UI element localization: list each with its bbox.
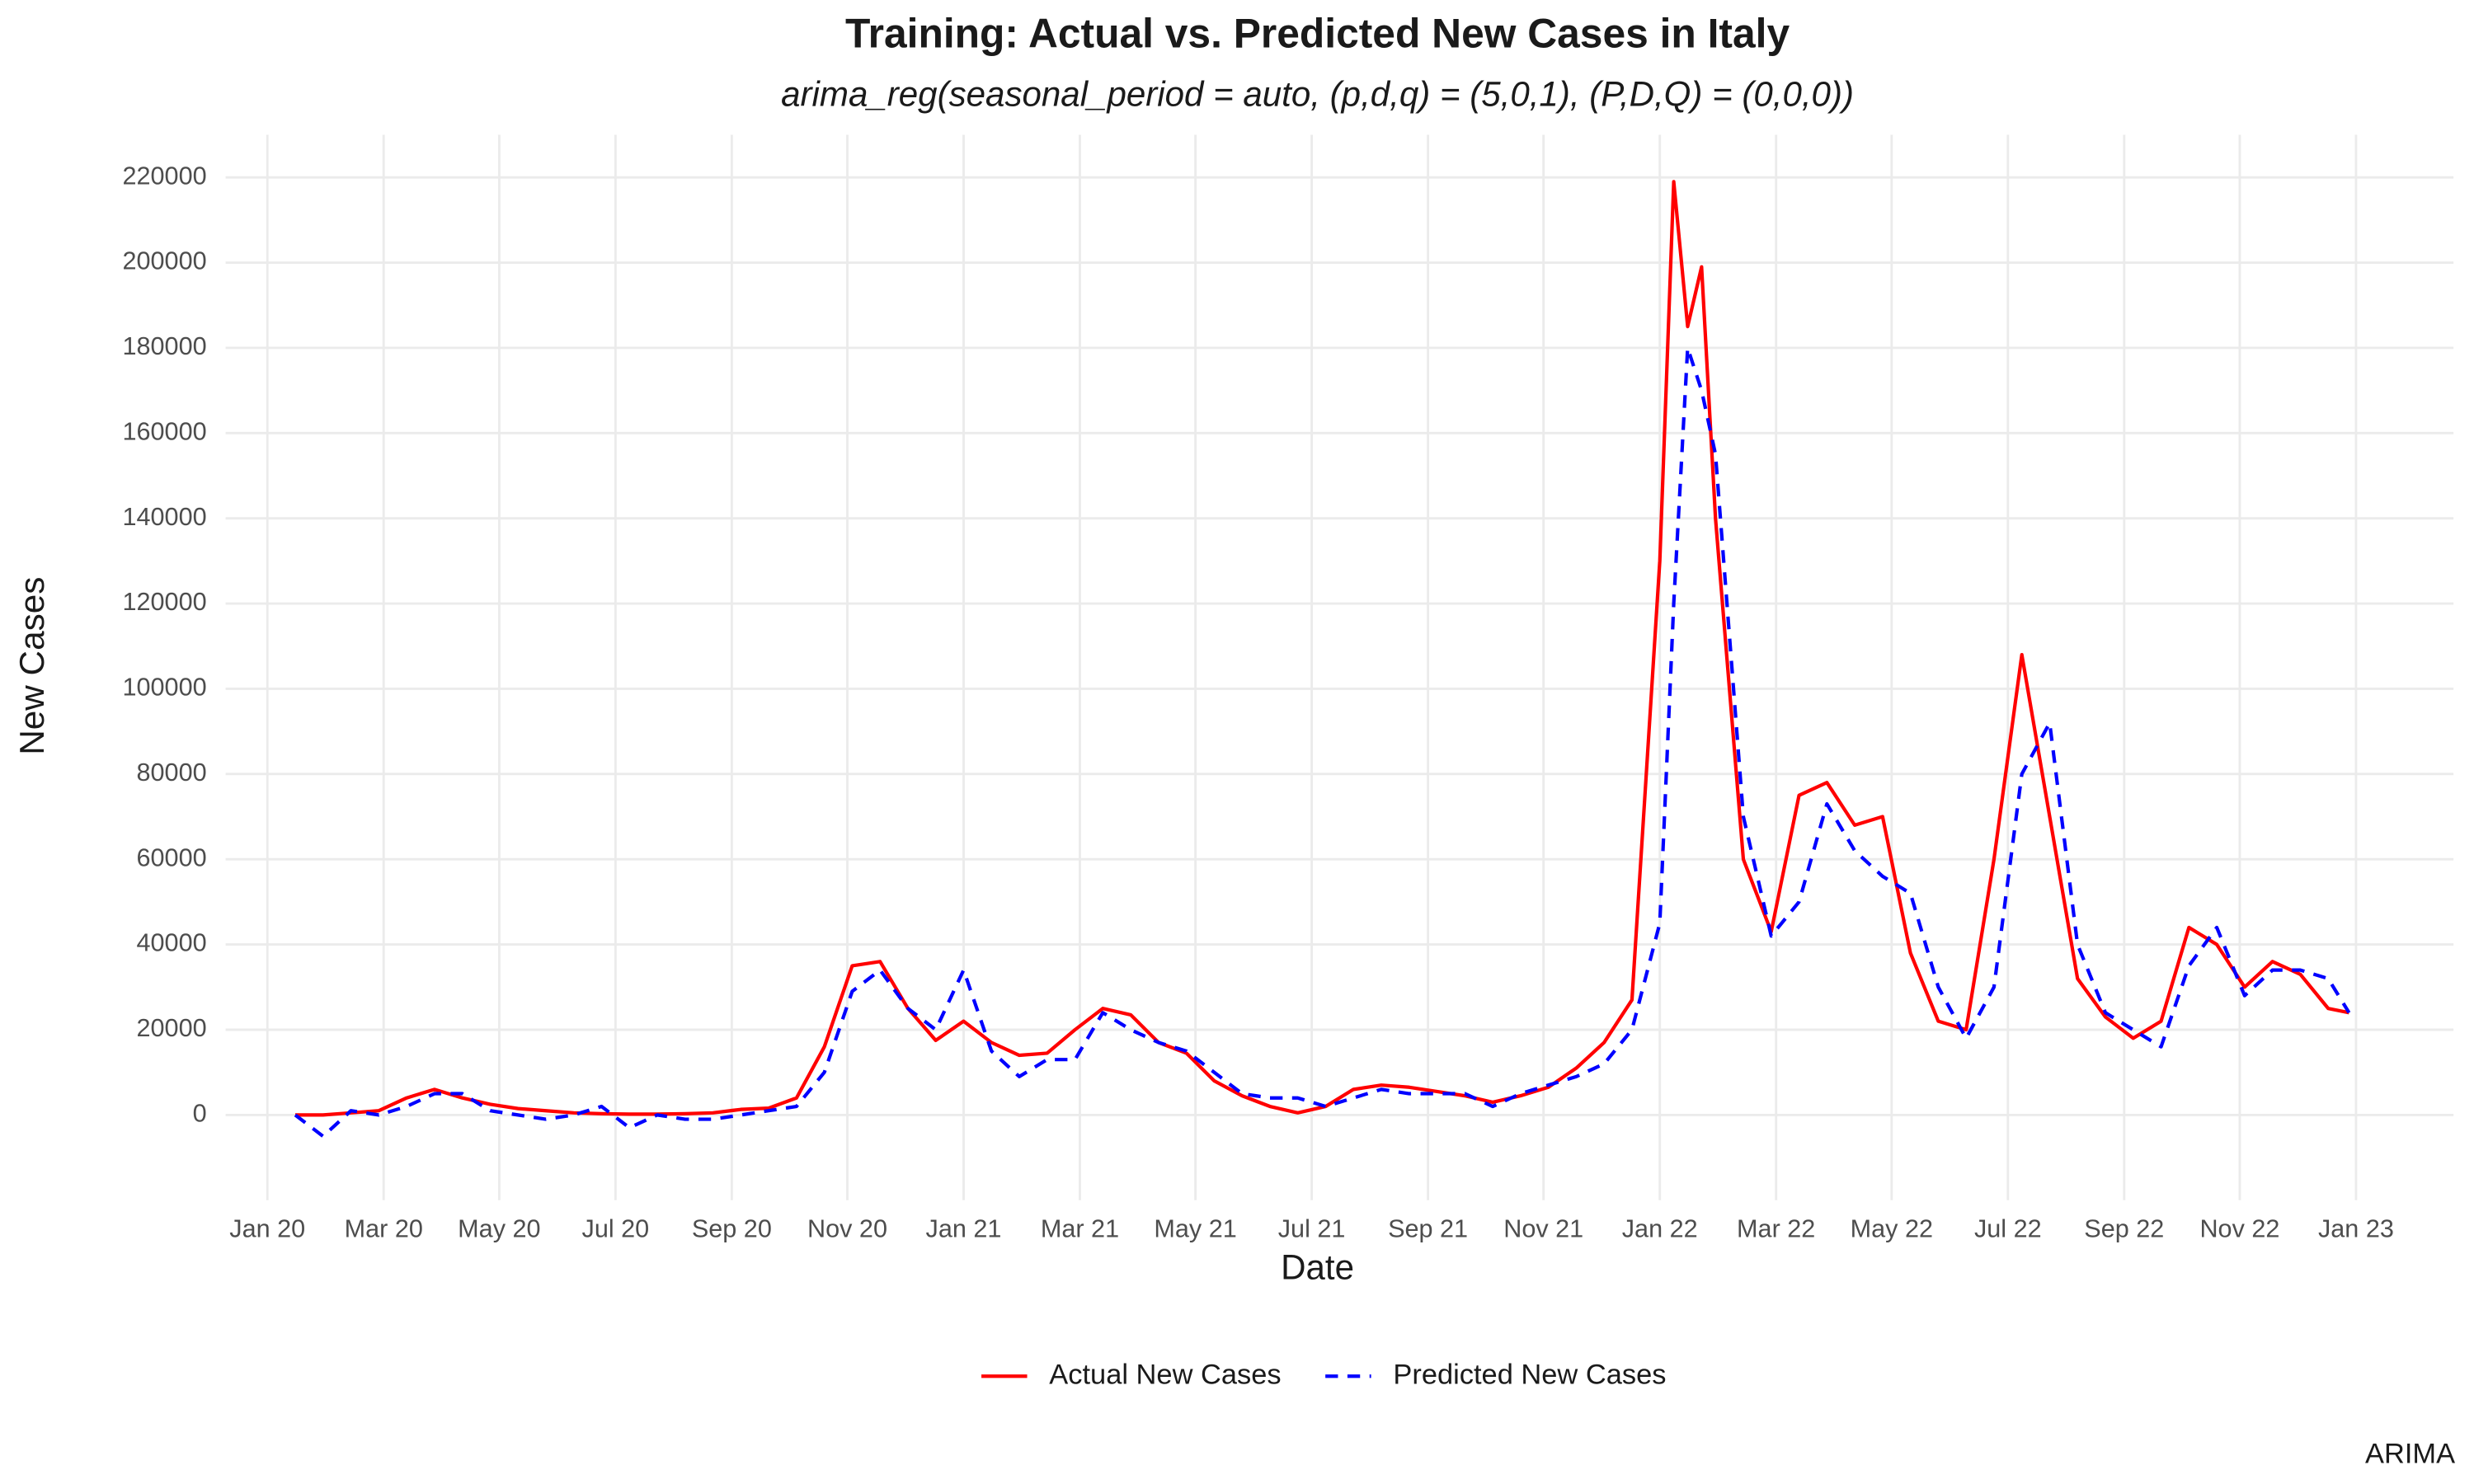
y-tick-label: 120000 [122,587,206,616]
x-tick-label: Mar 21 [1041,1214,1119,1242]
x-tick-label: Jan 21 [926,1214,1002,1242]
x-tick-label: Jan 23 [2318,1214,2394,1242]
x-tick-label: Jan 20 [229,1214,305,1242]
x-tick-label: May 22 [1851,1214,1933,1242]
y-tick-label: 100000 [122,673,206,702]
y-axis-title: New Cases [12,577,51,755]
x-tick-label: Jul 22 [1974,1214,2042,1242]
x-tick-label: Sep 20 [692,1214,772,1242]
grid [225,134,2454,1200]
x-tick-label: Nov 21 [1503,1214,1583,1242]
y-tick-label: 180000 [122,331,206,360]
x-tick-label: Sep 22 [2084,1214,2164,1242]
legend-item: Predicted New Cases [1325,1359,1666,1390]
y-tick-label: 200000 [122,247,206,275]
x-tick-label: Nov 20 [807,1214,887,1242]
y-tick-label: 40000 [137,928,207,957]
legend-label: Actual New Cases [1049,1359,1281,1390]
x-axis-title: Date [1281,1247,1354,1286]
y-tick-label: 140000 [122,502,206,531]
y-tick-label: 220000 [122,161,206,190]
y-tick-label: 60000 [137,843,207,871]
legend-item: Actual New Cases [981,1359,1282,1390]
x-tick-label: Jan 22 [1622,1214,1698,1242]
y-tick-label: 160000 [122,416,206,445]
data-line [294,345,2351,1139]
x-tick-label: Sep 21 [1388,1214,1468,1242]
x-tick-label: May 20 [458,1214,540,1242]
x-tick-label: Jul 21 [1278,1214,1346,1242]
y-tick-label: 20000 [137,1013,207,1042]
x-tick-label: Jul 20 [582,1214,650,1242]
y-tick-label: 0 [193,1098,207,1127]
chart-title: Training: Actual vs. Predicted New Cases… [845,10,1790,56]
y-tick-label: 80000 [137,758,207,787]
data-line [295,180,2349,1117]
caption: ARIMA [2365,1438,2455,1469]
x-tick-label: Mar 22 [1737,1214,1815,1242]
x-tick-label: Mar 20 [345,1214,423,1242]
legend-label: Predicted New Cases [1393,1359,1666,1390]
chart-subtitle: arima_reg(seasonal_period = auto, (p,d,q… [781,74,1854,113]
x-tick-label: May 21 [1154,1214,1236,1242]
x-tick-label: Nov 22 [2199,1214,2279,1242]
